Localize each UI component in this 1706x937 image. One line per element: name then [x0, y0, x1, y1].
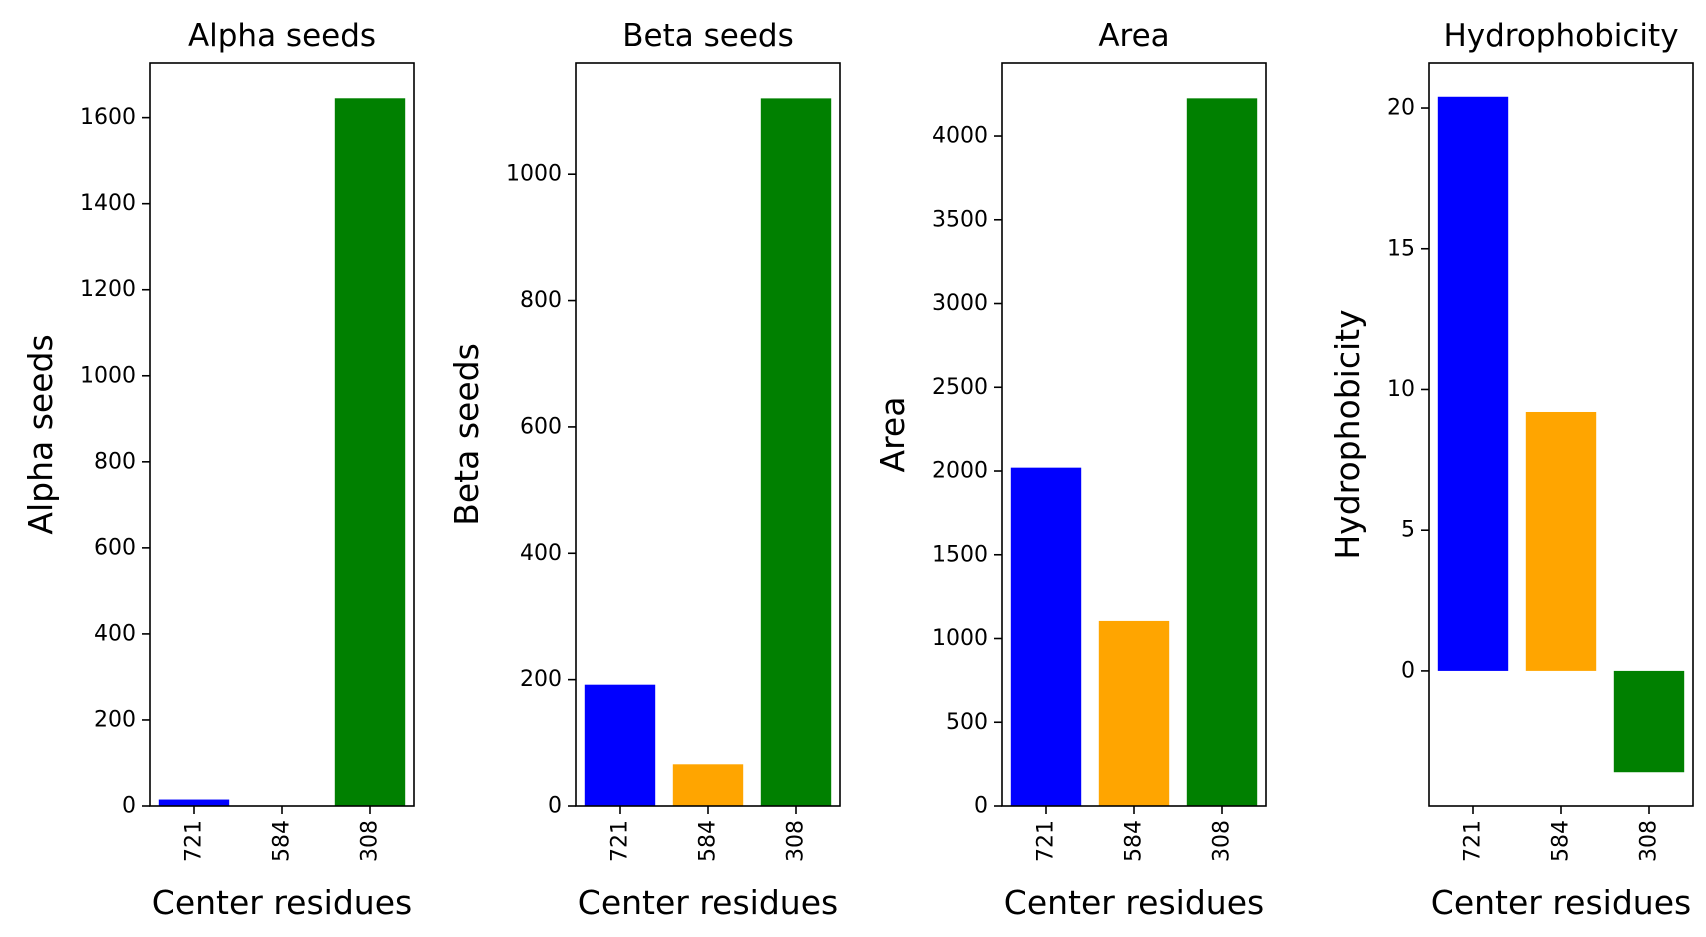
x-tick-label: 308: [358, 820, 383, 862]
y-tick-label: 200: [94, 707, 136, 732]
y-tick-label: 800: [94, 449, 136, 474]
x-axis-label: Center residues: [1431, 883, 1691, 922]
y-tick-label: 0: [1401, 658, 1415, 683]
x-axis-label: Center residues: [152, 883, 412, 922]
chart-title: Area: [1098, 18, 1169, 54]
chart-title: Hydrophobicity: [1443, 18, 1678, 54]
y-tick-label: 1000: [80, 363, 136, 388]
bar-584: [672, 764, 744, 806]
x-axis-label: Center residues: [1004, 883, 1264, 922]
y-tick-label: 0: [122, 794, 136, 819]
y-tick-label: 0: [974, 794, 988, 819]
bar-721: [158, 799, 230, 806]
y-tick-label: 1000: [932, 626, 988, 651]
y-tick-label: 20: [1387, 96, 1415, 121]
y-tick-label: 0: [548, 794, 562, 819]
bar-308: [1186, 98, 1258, 807]
y-tick-label: 800: [520, 288, 562, 313]
y-tick-label: 1000: [506, 162, 562, 187]
chart-panel-3: 0 500 1000 1500 2000 2500 3000 3500 4000 721 584 30…: [873, 18, 1267, 922]
y-axis-label: Alpha seeds: [21, 334, 60, 534]
y-tick-label: 200: [520, 667, 562, 692]
y-axis-label: Area: [873, 397, 912, 473]
x-tick-label: 308: [1210, 820, 1235, 862]
chart-panel-1: 0 200 400 600 800 1000 1200 1400 1600 721 584 308 Al…: [21, 18, 415, 922]
y-tick-label: 1200: [80, 277, 136, 302]
chart-title: Beta seeds: [622, 18, 793, 54]
y-tick-label: 2000: [932, 459, 988, 484]
y-tick-label: 600: [520, 414, 562, 439]
x-axis-label: Center residues: [578, 883, 838, 922]
x-tick-label: 584: [270, 820, 295, 862]
y-tick-label: 5: [1401, 518, 1415, 543]
bar-584: [1525, 411, 1597, 671]
chart-title: Alpha seeds: [188, 18, 376, 54]
bar-721: [1437, 96, 1509, 671]
bar-308: [1613, 670, 1685, 773]
bar-584: [1098, 620, 1170, 806]
y-tick-label: 2500: [932, 375, 988, 400]
y-tick-label: 600: [94, 535, 136, 560]
y-tick-label: 3500: [932, 207, 988, 232]
y-tick-label: 3000: [932, 291, 988, 316]
x-tick-label: 584: [696, 820, 721, 862]
y-tick-label: 15: [1387, 236, 1415, 261]
x-tick-label: 308: [1637, 820, 1662, 862]
chart-panel-2: 0 200 400 600 800 1000 721 584 308 Beta seeds Cent…: [447, 18, 841, 922]
bar-721: [1010, 467, 1082, 806]
x-tick-label: 584: [1549, 820, 1574, 862]
bar-308: [334, 98, 406, 806]
bar-308: [760, 98, 832, 806]
chart-panel-4: 0 5 10 15 20 721 584 308 Hydrophobicity Center re…: [1328, 18, 1694, 922]
y-tick-label: 400: [94, 621, 136, 646]
y-tick-label: 4000: [932, 124, 988, 149]
bar-721: [584, 684, 656, 806]
x-tick-label: 584: [1122, 820, 1147, 862]
x-tick-label: 308: [784, 820, 809, 862]
x-tick-label: 721: [608, 820, 633, 862]
y-tick-label: 10: [1387, 377, 1415, 402]
y-tick-label: 500: [946, 710, 988, 735]
y-tick-label: 1600: [80, 105, 136, 130]
y-tick-label: 1500: [932, 542, 988, 567]
y-tick-label: 400: [520, 541, 562, 566]
y-axis-label: Hydrophobicity: [1328, 309, 1367, 559]
y-tick-label: 1400: [80, 191, 136, 216]
y-axis-label: Beta seeds: [447, 343, 486, 526]
x-tick-label: 721: [182, 820, 207, 862]
x-tick-label: 721: [1461, 820, 1486, 862]
x-tick-label: 721: [1034, 820, 1059, 862]
